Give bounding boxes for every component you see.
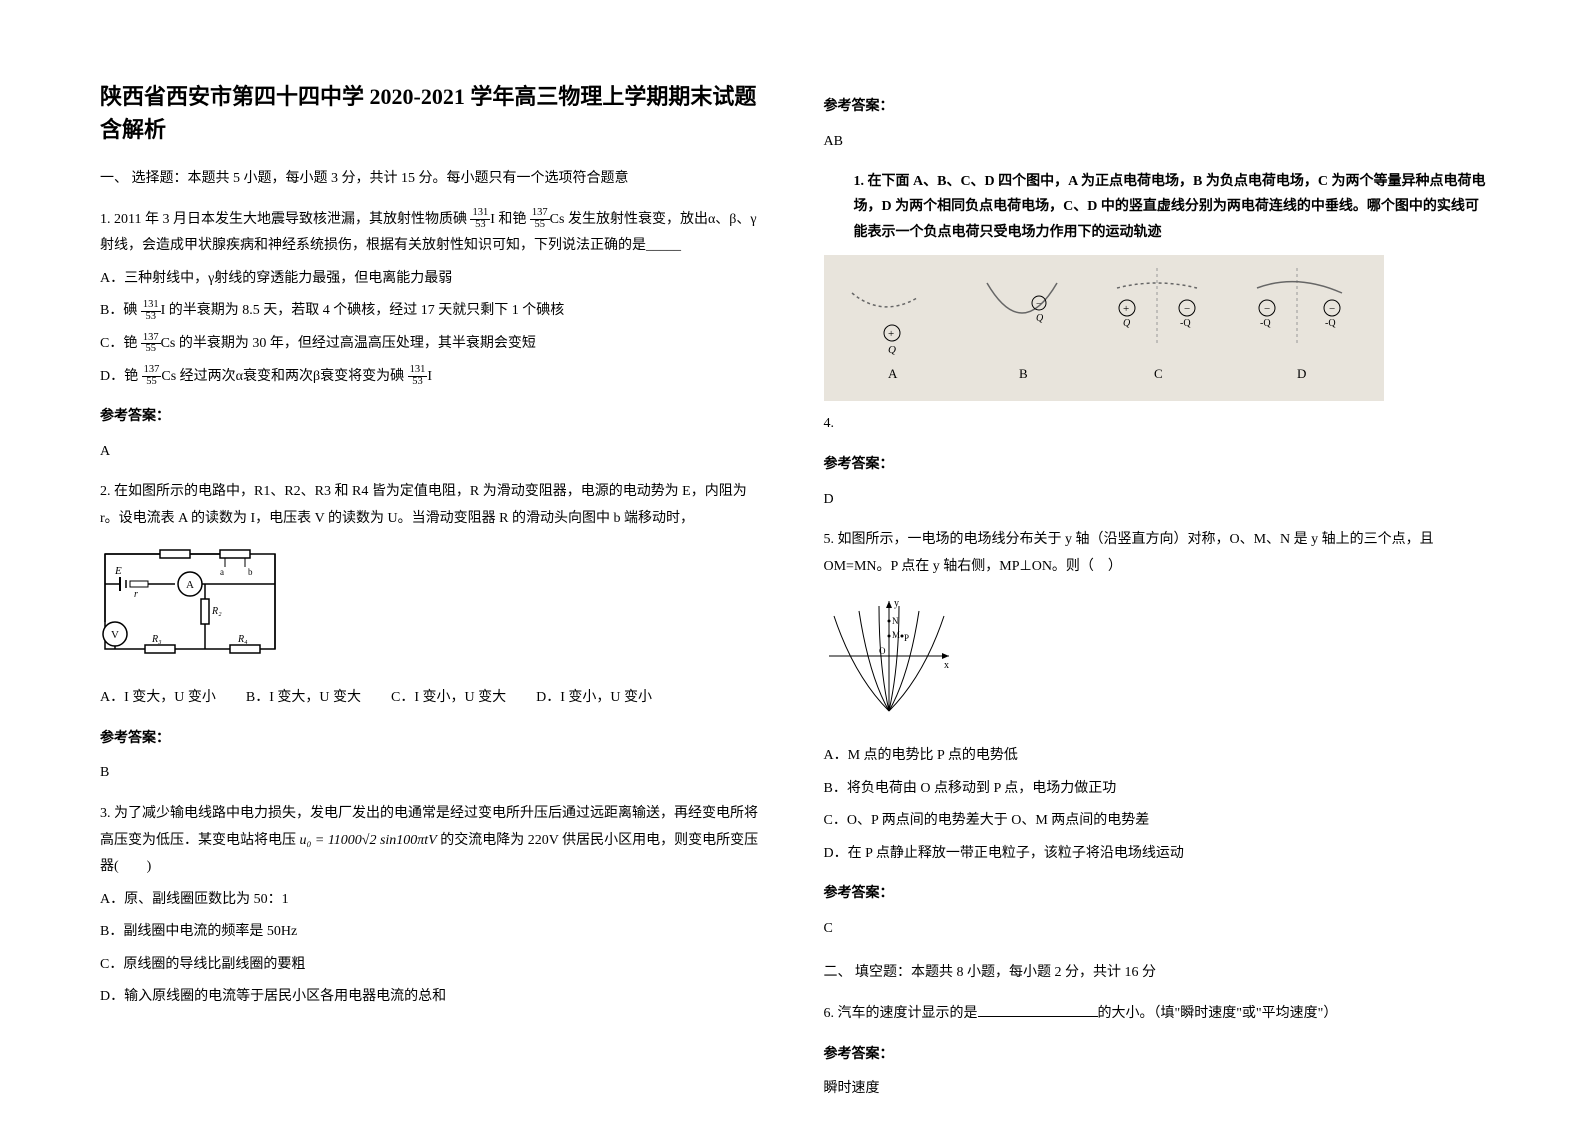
- answer-label: 参考答案：: [100, 404, 764, 431]
- nuclide-icon: 13755: [530, 208, 550, 230]
- svg-text:−: −: [1329, 303, 1335, 315]
- svg-text:-Q: -Q: [1180, 318, 1191, 329]
- q2-option-a: A．I 变大，U 变小: [100, 685, 216, 712]
- q5-option-d: D．在 P 点静止释放一带正电粒子，该粒子将沿电场线运动: [824, 841, 1488, 868]
- nuclide-icon: 13153: [470, 208, 490, 230]
- answer-label: 参考答案：: [824, 94, 1488, 121]
- circuit-diagram-icon: R₁ R a b E r A R₂: [100, 549, 280, 659]
- q4-answer: D: [824, 487, 1488, 514]
- section1-header: 一、 选择题：本题共 5 小题，每小题 3 分，共计 15 分。每小题只有一个选…: [100, 166, 764, 193]
- q5-text: 5. 如图所示，一电场的电场线分布关于 y 轴（沿竖直方向）对称，O、M、N 是…: [824, 527, 1488, 580]
- right-column: 参考答案： AB 1. 在下面 A、B、C、D 四个图中，A 为正点电荷电场，B…: [824, 80, 1488, 1042]
- svg-text:D: D: [1297, 366, 1306, 381]
- svg-text:C: C: [1154, 366, 1163, 381]
- svg-text:R₄: R₄: [237, 634, 248, 645]
- svg-text:Q: Q: [1123, 318, 1131, 329]
- q6-text: 6. 汽车的速度计显示的是的大小。（填"瞬时速度"或"平均速度"）: [824, 1001, 1488, 1028]
- svg-text:-Q: -Q: [1260, 318, 1271, 329]
- nuclide-icon: 13755: [141, 333, 161, 355]
- answer-label: 参考答案：: [824, 1042, 1488, 1069]
- svg-text:+: +: [1123, 303, 1129, 315]
- q1-option-a: A．三种射线中，γ射线的穿透能力最强，但电离能力最弱: [100, 266, 764, 293]
- svg-text:R₃: R₃: [151, 634, 162, 645]
- question-6: 6. 汽车的速度计显示的是的大小。（填"瞬时速度"或"平均速度"） 参考答案： …: [824, 1001, 1488, 1103]
- svg-text:+: +: [888, 328, 894, 340]
- nuclide-icon: 13153: [141, 300, 161, 322]
- q2-options: A．I 变大，U 变小 B．I 变大，U 变大 C．I 变小，U 变大 D．I …: [100, 685, 764, 712]
- svg-text:N: N: [892, 616, 899, 626]
- svg-text:A: A: [888, 366, 898, 381]
- q2-option-b: B．I 变大，U 变大: [246, 685, 361, 712]
- nuclide-icon: 13755: [142, 365, 162, 387]
- q3-answer: AB: [824, 129, 1488, 156]
- exam-title: 陕西省西安市第四十四中学 2020-2021 学年高三物理上学期期末试题含解析: [100, 80, 764, 146]
- svg-text:Q: Q: [1036, 313, 1044, 324]
- svg-text:R₁: R₁: [171, 549, 182, 550]
- svg-text:Q: Q: [888, 344, 896, 356]
- svg-text:P: P: [904, 633, 909, 643]
- svg-text:r: r: [134, 589, 138, 600]
- q5-option-c: C．O、P 两点间的电势差大于 O、M 两点间的电势差: [824, 808, 1488, 835]
- q1-option-d: D．铯 13755Cs 经过两次α衰变和两次β衰变将变为碘 13153I: [100, 364, 764, 391]
- q5-option-a: A．M 点的电势比 P 点的电势低: [824, 743, 1488, 770]
- svg-text:−: −: [1184, 303, 1190, 315]
- q3-option-c: C．原线圈的导线比副线圈的要粗: [100, 952, 764, 979]
- question-3: 3. 为了减少输电线路中电力损失，发电厂发出的电通常是经过变电所升压后通过远距离…: [100, 801, 764, 1011]
- svg-text:O: O: [879, 646, 886, 656]
- q1-option-b: B．碘 13153I 的半衰期为 8.5 天，若取 4 个碘核，经过 17 天就…: [100, 298, 764, 325]
- q2-answer: B: [100, 760, 764, 787]
- q1-answer: A: [100, 439, 764, 466]
- question-1: 1. 2011 年 3 月日本发生大地震导致核泄漏，其放射性物质碘 13153I…: [100, 207, 764, 466]
- question-5: 5. 如图所示，一电场的电场线分布关于 y 轴（沿竖直方向）对称，O、M、N 是…: [824, 527, 1488, 942]
- q3-text: 3. 为了减少输电线路中电力损失，发电厂发出的电通常是经过变电所升压后通过远距离…: [100, 801, 764, 881]
- q5-answer: C: [824, 916, 1488, 943]
- answer-label: 参考答案：: [824, 452, 1488, 479]
- svg-text:R: R: [231, 549, 238, 550]
- q4-number: 4.: [824, 411, 1488, 438]
- svg-text:R₂: R₂: [211, 606, 222, 617]
- q2-text: 2. 在如图所示的电路中，R1、R2、R3 和 R4 皆为定值电阻，R 为滑动变…: [100, 479, 764, 532]
- fill-blank: [978, 1003, 1098, 1017]
- svg-text:b: b: [248, 567, 253, 577]
- answer-label: 参考答案：: [100, 726, 764, 753]
- section2-header: 二、 填空题：本题共 8 小题，每小题 2 分，共计 16 分: [824, 960, 1488, 987]
- question-2: 2. 在如图所示的电路中，R1、R2、R3 和 R4 皆为定值电阻，R 为滑动变…: [100, 479, 764, 787]
- answer-label: 参考答案：: [824, 881, 1488, 908]
- svg-text:−: −: [1036, 299, 1042, 310]
- question-4: 1. 在下面 A、B、C、D 四个图中，A 为正点电荷电场，B 为负点电荷电场，…: [824, 169, 1488, 513]
- q2-option-c: C．I 变小，U 变大: [391, 685, 506, 712]
- q5-option-b: B．将负电荷由 O 点移动到 P 点，电场力做正功: [824, 776, 1488, 803]
- q6-answer: 瞬时速度: [824, 1076, 1488, 1103]
- svg-text:y: y: [894, 598, 899, 609]
- svg-text:a: a: [220, 567, 224, 577]
- electric-field-diagram-icon: + Q A − Q B + Q: [832, 263, 1372, 383]
- svg-text:M: M: [892, 630, 900, 640]
- field-diagram-panel: + Q A − Q B + Q: [824, 255, 1384, 402]
- field-lines-diagram-icon: x y N M P O: [824, 596, 954, 716]
- svg-text:A: A: [186, 579, 194, 591]
- q3-option-b: B．副线圈中电流的频率是 50Hz: [100, 919, 764, 946]
- svg-text:B: B: [1019, 366, 1028, 381]
- left-column: 陕西省西安市第四十四中学 2020-2021 学年高三物理上学期期末试题含解析 …: [100, 80, 764, 1042]
- q3-option-a: A．原、副线圈匝数比为 50：1: [100, 887, 764, 914]
- q3-option-d: D．输入原线圈的电流等于居民小区各用电器电流的总和: [100, 984, 764, 1011]
- svg-text:V: V: [111, 629, 119, 641]
- q1-option-c: C．铯 13755Cs 的半衰期为 30 年，但经过高温高压处理，其半衰期会变短: [100, 331, 764, 358]
- svg-text:x: x: [944, 660, 949, 671]
- q1-text: 1. 2011 年 3 月日本发生大地震导致核泄漏，其放射性物质碘 13153I…: [100, 207, 764, 260]
- nuclide-icon: 13153: [408, 365, 428, 387]
- svg-text:−: −: [1264, 303, 1270, 315]
- q2-option-d: D．I 变小，U 变小: [536, 685, 652, 712]
- svg-text:-Q: -Q: [1325, 318, 1336, 329]
- q4-intro: 1. 在下面 A、B、C、D 四个图中，A 为正点电荷电场，B 为负点电荷电场，…: [824, 169, 1488, 245]
- svg-text:E: E: [114, 565, 122, 577]
